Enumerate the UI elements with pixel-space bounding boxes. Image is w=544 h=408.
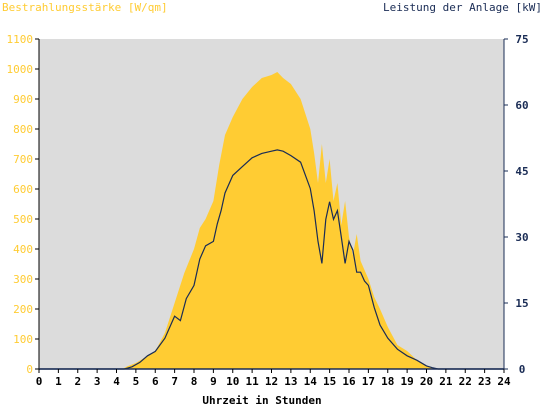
x-tick-label: 17 [362,375,375,388]
x-tick-label: 8 [191,375,198,388]
right-tick-label: 30 [515,231,528,244]
x-tick-label: 23 [478,375,491,388]
x-tick-label: 11 [246,375,260,388]
right-tick-label: 0 [519,363,526,376]
x-tick-label: 24 [497,375,511,388]
x-tick-label: 20 [420,375,433,388]
x-tick-label: 14 [304,375,318,388]
left-tick-label: 300 [13,273,33,286]
left-tick-label: 100 [13,333,33,346]
irradiance-layer [39,72,504,369]
x-tick-label: 6 [152,375,159,388]
left-tick-label: 200 [13,303,33,316]
irradiance-area [39,72,504,369]
left-tick-label: 500 [13,213,33,226]
x-tick-label: 15 [323,375,336,388]
left-tick-label: 800 [13,123,33,136]
right-tick-label: 75 [515,33,528,46]
x-tick-label: 13 [284,375,297,388]
x-tick-label: 0 [36,375,43,388]
left-tick-label: 600 [13,183,33,196]
x-tick-label: 10 [226,375,239,388]
axes-layer: 0 1 2 3 4 5 6 7 8 9 10 11 12 13 14 15 16 17 18 19 20 21 22 23 24… [7,33,529,388]
x-tick-label: 3 [94,375,101,388]
x-axis-title: Uhrzeit in Stunden [202,394,321,407]
right-tick-label: 15 [515,297,528,310]
x-tick-label: 21 [439,375,453,388]
x-tick-label: 5 [133,375,140,388]
left-tick-label: 0 [26,363,33,376]
right-tick-label: 60 [515,99,528,112]
left-tick-label: 1100 [7,33,34,46]
power-layer [39,149,504,370]
right-tick-label: 45 [515,165,528,178]
x-tick-label: 16 [342,375,356,388]
x-tick-label: 1 [55,375,62,388]
left-tick-label: 1000 [7,63,34,76]
left-tick-label: 400 [13,243,33,256]
x-tick-label: 7 [171,375,178,388]
left-axis-title: Bestrahlungsstärke [W/qm] [2,1,168,14]
x-tick-label: 19 [401,375,414,388]
x-tick-label: 2 [74,375,81,388]
left-tick-label: 700 [13,153,33,166]
x-tick-label: 12 [265,375,278,388]
x-tick-label: 22 [459,375,472,388]
x-tick-label: 4 [113,375,120,388]
x-tick-label: 18 [381,375,394,388]
left-tick-label: 900 [13,93,33,106]
right-axis-title: Leistung der Anlage [kW] [383,1,542,14]
x-tick-label: 9 [210,375,217,388]
power-line [39,149,504,370]
